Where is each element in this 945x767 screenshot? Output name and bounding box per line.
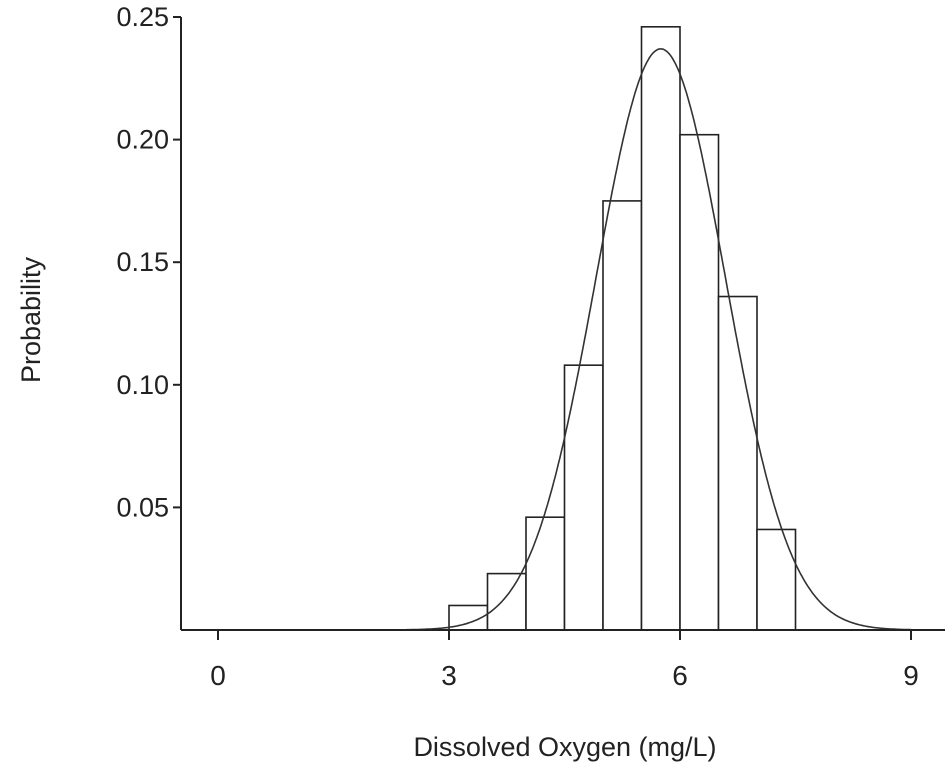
y-tick-label-2: 0.10 (116, 370, 169, 400)
histogram-bar-2 (486, 572, 527, 631)
histogram-bar-3 (525, 516, 566, 631)
x-tick-label-4: 9 (903, 660, 919, 691)
y-axis-ticks: 0.05 0.10 0.15 0.20 0.25 (116, 2, 181, 522)
fitted-distribution-curve (372, 48, 912, 631)
x-tick-label-2: 3 (441, 660, 457, 691)
x-tick-label-1: 0 (210, 660, 226, 691)
y-tick-label-1: 0.05 (116, 492, 169, 522)
histogram-bar-4 (563, 364, 604, 631)
y-tick-label-5: 0.25 (116, 2, 169, 32)
y-tick-label-4: 0.20 (116, 125, 169, 155)
histogram-bar-6 (640, 26, 681, 631)
x-axis-title: Dissolved Oxygen (mg/L) (413, 732, 716, 762)
y-tick-label-3: 0.15 (116, 247, 169, 277)
histogram-bar-9 (756, 528, 797, 631)
x-axis-ticks: 0 3 6 9 (210, 630, 919, 691)
y-axis-title: Probability (16, 256, 46, 383)
histogram-bar-7 (679, 133, 720, 631)
histogram-bar-5 (602, 200, 643, 631)
x-tick-label-3: 6 (672, 660, 688, 691)
histogram-bars (448, 26, 797, 631)
